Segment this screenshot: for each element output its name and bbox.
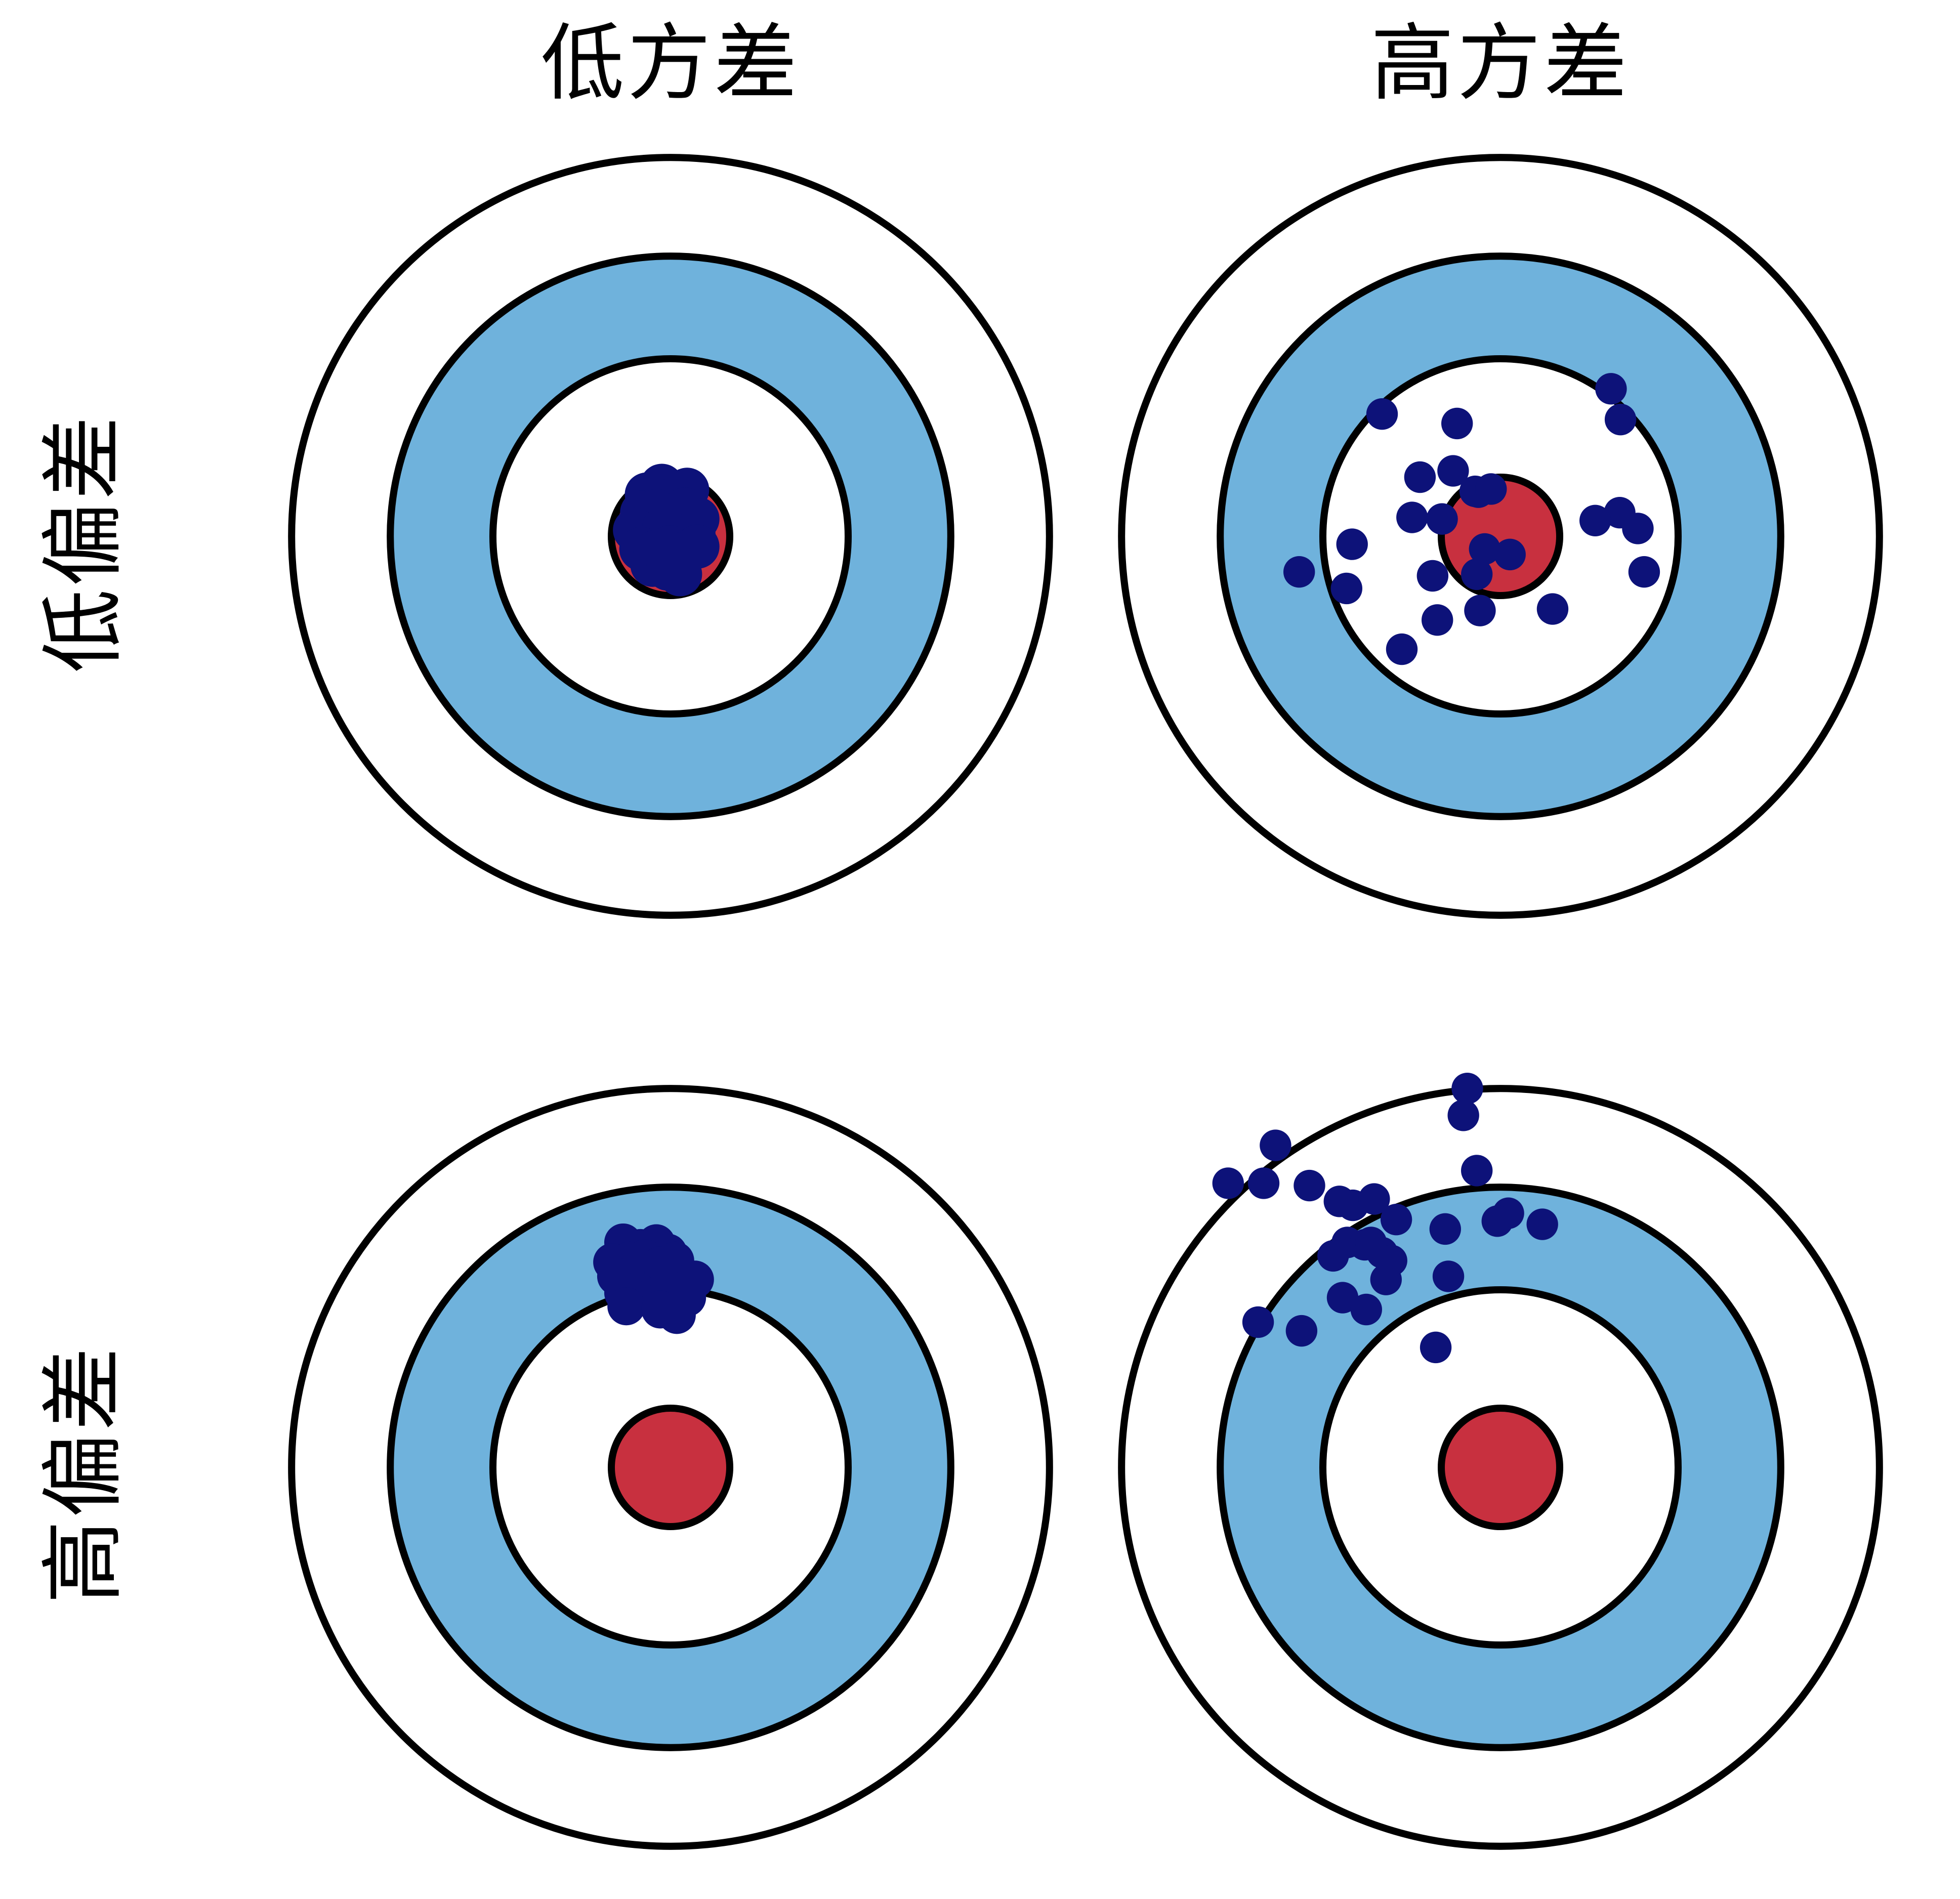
shot-dot: [1285, 1315, 1318, 1347]
shot-dot: [1326, 1282, 1359, 1314]
shot-dot: [1429, 1213, 1461, 1245]
shot-dot: [1350, 1293, 1382, 1326]
shot-dot: [607, 1287, 646, 1326]
shot-dot-group: [1283, 373, 1660, 665]
target-high-bias-low-variance: [276, 1073, 1065, 1862]
shot-dot: [1355, 1227, 1387, 1258]
shot-dot: [1461, 1155, 1493, 1187]
shot-dot: [1461, 558, 1493, 590]
shot-dot: [1396, 501, 1428, 533]
shot-dot: [1475, 473, 1507, 505]
shot-dot: [1370, 1263, 1402, 1295]
shot-dot: [1317, 1240, 1349, 1272]
target-svg: [1118, 1073, 1883, 1850]
shot-dot-group: [1212, 1073, 1558, 1364]
shot-dot: [1366, 398, 1398, 430]
shot-dot: [1595, 373, 1627, 405]
shot-dot: [1420, 1331, 1452, 1364]
shot-dot: [1242, 1306, 1274, 1338]
shot-dot-group: [613, 463, 720, 597]
shot-dot: [1404, 461, 1436, 493]
shot-dot: [1426, 503, 1458, 535]
row-label-high-bias: 高偏差: [34, 1344, 132, 1604]
shot-dot: [1260, 1129, 1291, 1161]
target-low-bias-low-variance: [276, 142, 1065, 931]
shot-dot: [1464, 595, 1496, 626]
shot-dot: [1283, 556, 1315, 588]
shot-dot: [1432, 1260, 1465, 1292]
target-svg: [288, 154, 1053, 919]
target-svg: [288, 1085, 1053, 1850]
target-low-bias-high-variance: [1106, 142, 1895, 931]
shot-dot: [1604, 403, 1637, 436]
shot-dot: [1437, 455, 1469, 487]
shot-dot: [1469, 533, 1500, 565]
shot-dot: [1386, 633, 1418, 665]
shot-dot: [1481, 1205, 1513, 1237]
shot-dot: [1526, 1208, 1558, 1240]
shot-dot: [1441, 407, 1473, 440]
shot-dot: [1628, 556, 1660, 588]
bullseye-circle: [1437, 1404, 1564, 1531]
column-title-low-variance: 低方差: [540, 15, 801, 112]
shot-dot: [1336, 528, 1368, 560]
shot-dot: [1330, 572, 1362, 605]
shot-dot: [1358, 1183, 1390, 1215]
shot-dot: [1451, 1073, 1483, 1105]
shot-dot: [1212, 1167, 1244, 1199]
shot-dot-group: [593, 1223, 714, 1334]
column-title-high-variance: 高方差: [1370, 15, 1631, 112]
shot-dot: [1294, 1169, 1325, 1202]
row-label-low-bias: 低偏差: [34, 413, 132, 673]
shot-dot: [1536, 593, 1569, 625]
shot-dot: [1494, 538, 1526, 571]
shot-dot: [1579, 504, 1611, 536]
shot-dot: [1380, 1203, 1412, 1236]
bullseye-circle: [607, 1404, 734, 1531]
shot-dot: [1247, 1167, 1280, 1199]
shot-dot: [658, 1296, 696, 1334]
target-svg: [1118, 154, 1883, 919]
shot-dot: [1416, 560, 1449, 592]
shot-dot: [658, 552, 702, 597]
shot-dot: [1422, 604, 1453, 636]
shot-dot: [1447, 1100, 1479, 1131]
shot-dot: [1622, 513, 1654, 544]
target-high-bias-high-variance: [1106, 1073, 1895, 1862]
